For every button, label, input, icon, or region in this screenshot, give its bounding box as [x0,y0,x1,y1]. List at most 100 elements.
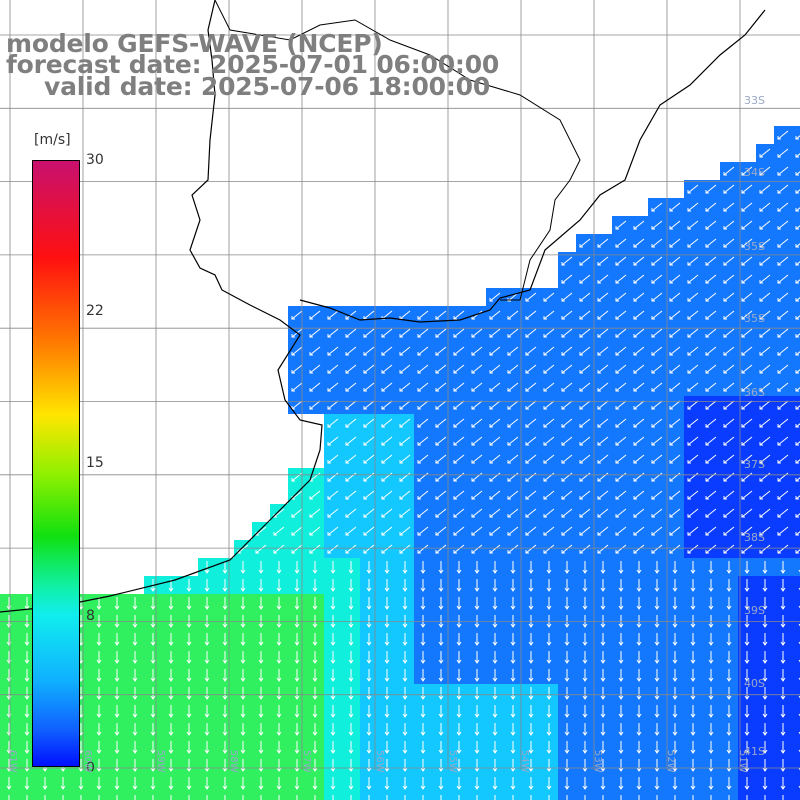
wind-arrow [453,328,465,338]
wind-arrow [402,651,408,664]
wind-arrow [222,687,228,700]
wind-arrow [204,759,210,772]
wind-arrow [759,238,771,248]
wind-arrow [402,687,408,700]
wind-arrow [525,328,537,338]
wind-arrow [561,526,573,536]
lat-label-40s: 40S [744,677,765,690]
wind-arrow [633,364,645,374]
wind-arrow [312,705,318,718]
wind-arrow [795,225,800,230]
wind-cell [792,738,800,756]
colorbar [32,160,80,767]
wind-cell [792,342,800,360]
wind-arrow [687,310,699,320]
wind-arrow [309,400,321,410]
wind-arrow [708,741,714,754]
wind-arrow [402,705,408,718]
wind-arrow [687,274,699,284]
wind-arrow [114,597,120,610]
wind-arrow [222,705,228,718]
wind-arrow [597,382,609,392]
wind-arrow [795,531,800,536]
wind-arrow [777,184,789,194]
wind-arrow [96,723,102,736]
wind-cell [792,162,800,180]
wind-arrow [705,328,717,338]
wind-arrow [777,166,789,176]
wind-arrow [309,382,321,392]
wind-arrow [759,184,771,194]
wind-arrow [669,544,681,554]
wind-arrow [795,423,800,428]
wind-arrow [687,490,699,500]
wind-arrow [476,795,478,800]
wind-cell [792,216,800,234]
wind-arrow [795,369,800,374]
wind-arrow [726,597,732,610]
wind-arrow [332,795,334,800]
wind-arrow [543,436,555,446]
wind-arrow [294,597,300,610]
wind-arrow [402,669,408,682]
wind-arrow [762,597,768,610]
lat-label-38s: 38S [744,531,765,544]
wind-arrow [435,382,447,392]
wind-arrow [291,472,303,482]
wind-arrow [453,472,465,482]
wind-arrow [525,508,537,518]
wind-arrow [687,508,699,518]
wind-arrow [363,490,375,500]
lat-label-33s: 33S [744,94,765,107]
wind-arrow [420,561,426,574]
wind-arrow [636,669,642,682]
wind-arrow [656,795,658,800]
wind-arrow [651,310,663,320]
wind-arrow [492,651,498,664]
wind-arrow [615,256,627,266]
wind-arrow [651,292,663,302]
wind-arrow [345,508,357,518]
wind-arrow [420,579,426,592]
wind-arrow [633,526,645,536]
wind-arrow [309,490,321,500]
wind-arrow [186,723,192,736]
wind-arrow [402,723,408,736]
wind-arrow [633,382,645,392]
wind-arrow [741,310,753,320]
wind-arrow [546,759,552,772]
wind-arrow [489,418,501,428]
wind-arrow [687,220,699,230]
wind-arrow [330,669,336,682]
wind-cell [792,486,800,504]
wind-arrow [98,795,100,800]
wind-arrow [723,364,735,374]
wind-arrow [582,597,588,610]
wind-arrow [723,184,735,194]
wind-arrow [651,454,663,464]
wind-arrow [348,705,354,718]
wind-arrow [96,741,102,754]
wind-arrow [132,669,138,682]
wind-arrow [723,274,735,284]
wind-arrow [597,328,609,338]
wind-arrow [726,723,732,736]
wind-arrow [417,544,429,554]
wind-arrow [561,256,573,266]
wind-arrow [615,472,627,482]
wind-arrow [368,795,370,800]
wind-arrow [633,274,645,284]
wind-arrow [564,579,570,592]
wind-arrow [204,561,210,574]
wind-arrow [204,723,210,736]
wind-arrow [350,795,352,800]
wind-arrow [186,705,192,718]
wind-arrow [633,454,645,464]
wind-arrow [273,526,285,536]
wind-arrow [669,526,681,536]
wind-arrow [330,561,336,574]
wind-arrow [579,364,591,374]
wind-arrow [381,526,393,536]
wind-arrow [381,418,393,428]
